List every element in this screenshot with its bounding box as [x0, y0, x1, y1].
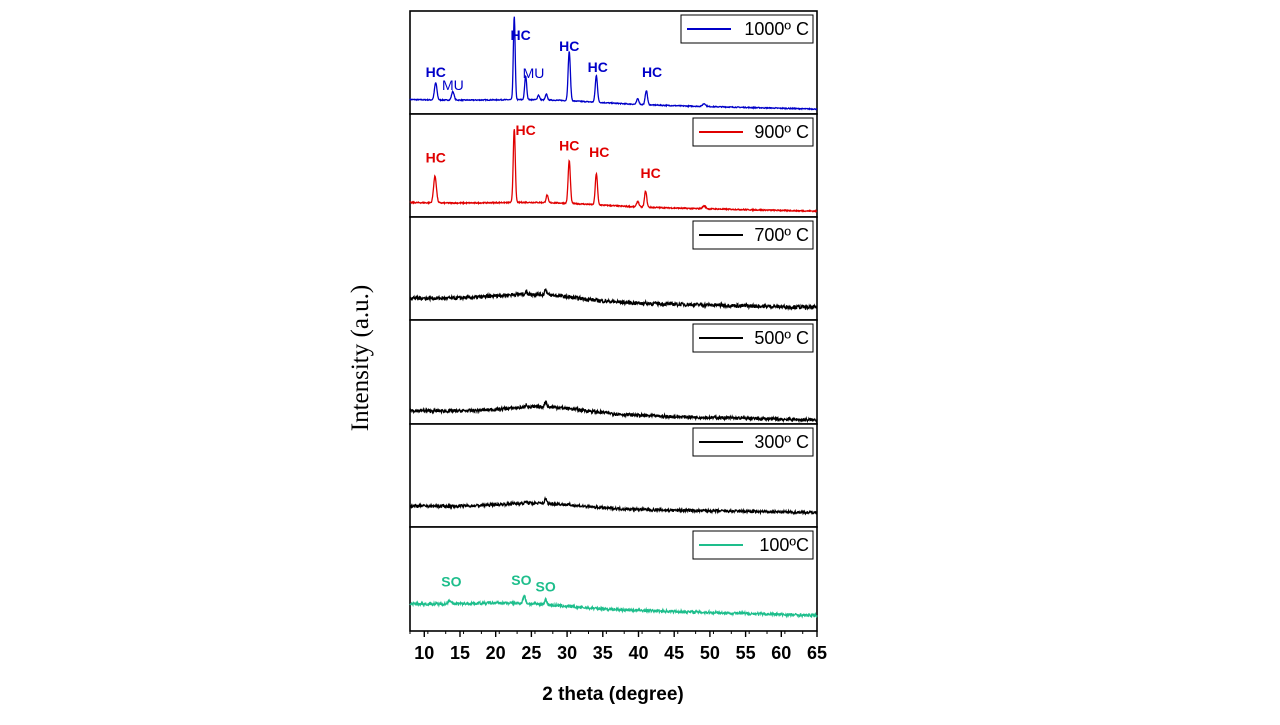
series-line	[409, 594, 818, 619]
x-tick-label: 40	[628, 643, 648, 663]
peak-annotation: HC	[642, 64, 662, 80]
legend-box	[680, 14, 814, 44]
peak-annotation: SO	[511, 572, 531, 588]
legend-2: 900º C	[692, 117, 814, 147]
x-tick-label: 65	[807, 643, 827, 663]
peak-annotation: HC	[641, 165, 661, 181]
series-line	[409, 288, 818, 312]
peak-annotation: HC	[516, 122, 536, 138]
peak-annotation: HC	[511, 27, 531, 43]
x-tick-label: 55	[736, 643, 756, 663]
panel-5: 300º C	[409, 423, 818, 528]
peak-annotation: HC	[559, 137, 579, 153]
legend-4: 500º C	[692, 323, 814, 353]
legend-label: 100ºC	[759, 535, 809, 555]
series-line	[409, 400, 818, 424]
legend-label: 900º C	[754, 122, 809, 142]
legend-label: 300º C	[754, 432, 809, 452]
peak-annotation: HC	[426, 150, 446, 166]
series-line	[409, 16, 818, 111]
peak-annotation: MU	[442, 77, 464, 93]
legend-label: 1000º C	[744, 19, 809, 39]
x-tick-label: 20	[486, 643, 506, 663]
x-axis: 10 15 20 25 30 35 40 45 50 55 60 65	[409, 631, 827, 663]
x-axis-label: 2 theta (degree)	[542, 684, 683, 705]
legend-label: 500º C	[754, 328, 809, 348]
x-tick-label: 35	[593, 643, 613, 663]
panel-3: 700º C	[409, 216, 818, 321]
x-tick-label: 50	[700, 643, 720, 663]
peak-annotation: HC	[589, 144, 609, 160]
legend-label: 700º C	[754, 225, 809, 245]
peak-annotation: HC	[559, 38, 579, 54]
series-line	[409, 129, 818, 214]
y-axis-label: Intensity (a.u.)	[347, 285, 374, 431]
x-tick-label: 25	[521, 643, 541, 663]
peak-annotation: MU	[523, 65, 545, 81]
peak-annotation: SO	[441, 574, 461, 590]
legend-1: 1000º C	[680, 14, 814, 44]
legend-3: 700º C	[692, 220, 814, 250]
series-line	[409, 495, 818, 517]
peak-annotation: SO	[536, 579, 556, 595]
x-tick-label: 15	[450, 643, 470, 663]
panel-4: 500º C	[409, 319, 818, 425]
x-tick-label: 45	[664, 643, 684, 663]
x-tick-label: 60	[771, 643, 791, 663]
peak-annotation: HC	[426, 64, 446, 80]
x-tick-label: 30	[557, 643, 577, 663]
legend-6: 100ºC	[692, 530, 814, 560]
peak-annotation: HC	[588, 59, 608, 75]
panel-6: SO SO SO 100ºC	[409, 526, 818, 632]
panel-2: HC HC HC HC HC 900º C	[409, 113, 818, 218]
legend-5: 300º C	[692, 427, 814, 457]
x-tick-label: 10	[414, 643, 434, 663]
